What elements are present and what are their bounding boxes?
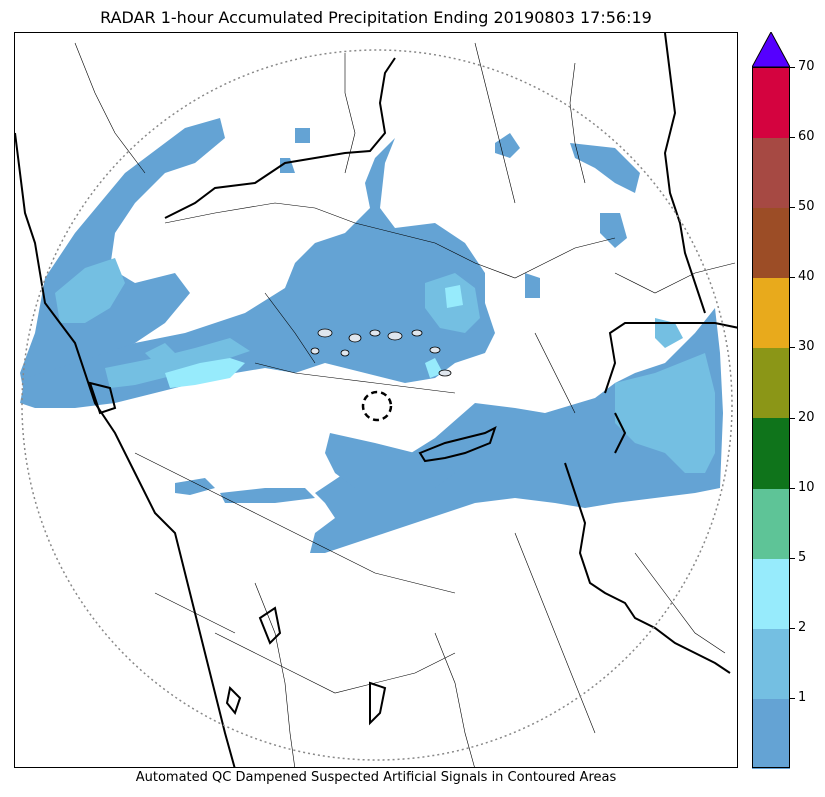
colorbar-segment [752,67,790,138]
colorbar-tick-label: 30 [798,339,815,355]
colorbar-segment [752,697,790,769]
radar-map[interactable] [14,32,738,768]
colorbar-tick [790,277,795,279]
precip-light-areas [20,118,723,553]
colorbar-segment [752,487,790,559]
colorbar-tick [790,627,795,629]
colorbar-tick-label: 1 [798,689,807,705]
colorbar-tick [790,417,795,419]
map-title: RADAR 1-hour Accumulated Precipitation E… [100,8,652,27]
colorbar-tick [790,137,795,139]
colorbar-tick-label: 70 [798,59,815,74]
precip-heavy-areas [165,285,463,388]
colorbar-segment [752,417,790,489]
national-boundaries [15,33,737,767]
colorbar-tick-label: 60 [798,129,815,145]
radar-site-marker [361,390,393,422]
admin-boundaries [74,42,736,767]
colorbar-tick-label: 20 [798,409,815,425]
colorbar-tick [790,207,795,209]
qc-footnote: Automated QC Dampened Suspected Artifici… [135,770,617,785]
precip-moderate-areas [55,258,715,473]
colorbar-segment [752,347,790,419]
colorbar-extend-arrow [752,32,790,68]
colorbar-tick [790,697,795,699]
precip-colorbar [752,32,790,769]
colorbar-tick [790,487,795,489]
qc-contoured-areas [310,328,452,377]
colorbar-tick [790,557,795,559]
colorbar-tick [790,347,795,349]
colorbar-tick-label: 10 [798,479,815,495]
colorbar-segment [752,277,790,349]
radar-range-ring [21,49,733,761]
colorbar-segment [752,627,790,699]
colorbar-segment [752,557,790,629]
colorbar-tick-label: 5 [798,549,807,565]
colorbar-segment [752,137,790,209]
colorbar-tick-label: 2 [798,619,807,635]
colorbar-segment [752,207,790,279]
radar-map-canvas [15,33,737,767]
colorbar-tick-label: 40 [798,269,815,285]
colorbar-tick [790,67,795,68]
colorbar-tick-label: 50 [798,199,815,215]
